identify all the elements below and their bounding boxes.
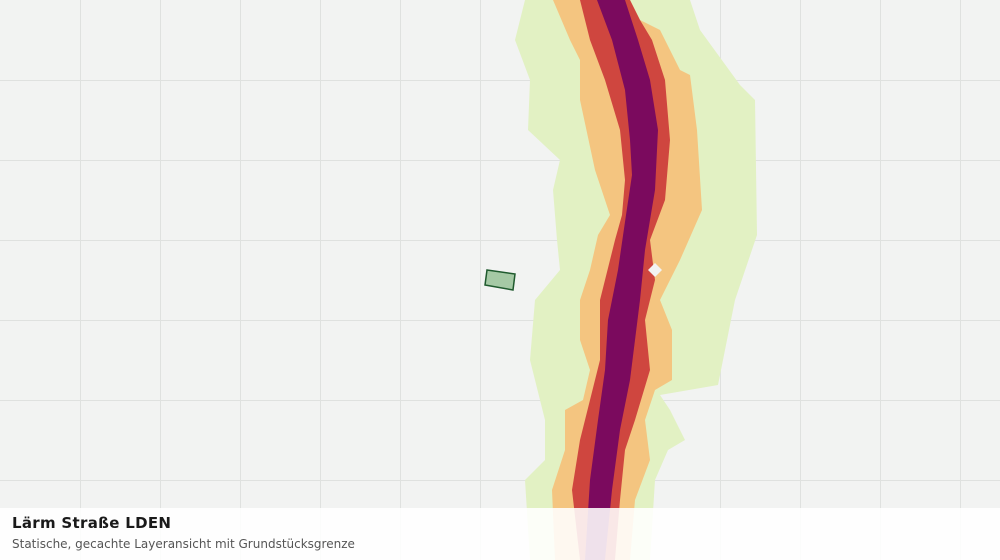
layer-title: Lärm Straße LDEN (12, 514, 172, 532)
noise-zone-very-high (585, 0, 658, 560)
map-gap (648, 263, 662, 277)
layer-subtitle: Statische, gecachte Layeransicht mit Gru… (12, 537, 355, 551)
caption-panel: Lärm Straße LDEN Statische, gecachte Lay… (0, 508, 1000, 560)
parcel-boundary (484, 269, 516, 291)
